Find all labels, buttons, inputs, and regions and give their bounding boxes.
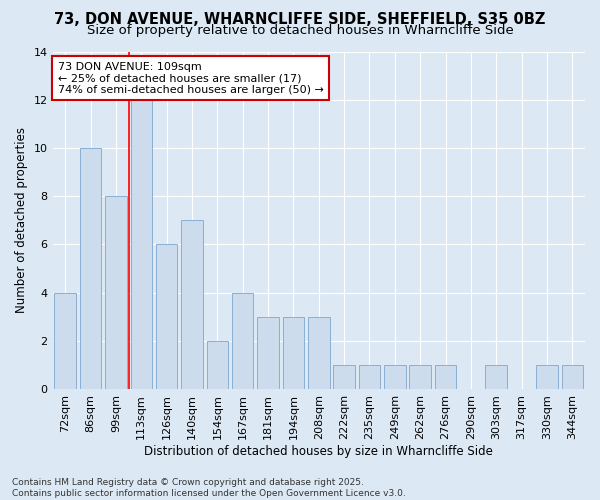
- Bar: [105, 196, 127, 389]
- Bar: [257, 316, 279, 389]
- Bar: [308, 316, 329, 389]
- Bar: [485, 365, 507, 389]
- X-axis label: Distribution of detached houses by size in Wharncliffe Side: Distribution of detached houses by size …: [145, 444, 493, 458]
- Bar: [80, 148, 101, 389]
- Bar: [131, 100, 152, 389]
- Text: 73 DON AVENUE: 109sqm
← 25% of detached houses are smaller (17)
74% of semi-deta: 73 DON AVENUE: 109sqm ← 25% of detached …: [58, 62, 324, 95]
- Text: Contains HM Land Registry data © Crown copyright and database right 2025.
Contai: Contains HM Land Registry data © Crown c…: [12, 478, 406, 498]
- Bar: [283, 316, 304, 389]
- Bar: [334, 365, 355, 389]
- Bar: [384, 365, 406, 389]
- Bar: [181, 220, 203, 389]
- Bar: [409, 365, 431, 389]
- Bar: [359, 365, 380, 389]
- Bar: [435, 365, 457, 389]
- Bar: [55, 292, 76, 389]
- Bar: [232, 292, 253, 389]
- Text: 73, DON AVENUE, WHARNCLIFFE SIDE, SHEFFIELD, S35 0BZ: 73, DON AVENUE, WHARNCLIFFE SIDE, SHEFFI…: [55, 12, 545, 28]
- Bar: [536, 365, 558, 389]
- Bar: [562, 365, 583, 389]
- Bar: [206, 341, 228, 389]
- Text: Size of property relative to detached houses in Wharncliffe Side: Size of property relative to detached ho…: [86, 24, 514, 37]
- Bar: [156, 244, 178, 389]
- Y-axis label: Number of detached properties: Number of detached properties: [15, 127, 28, 313]
